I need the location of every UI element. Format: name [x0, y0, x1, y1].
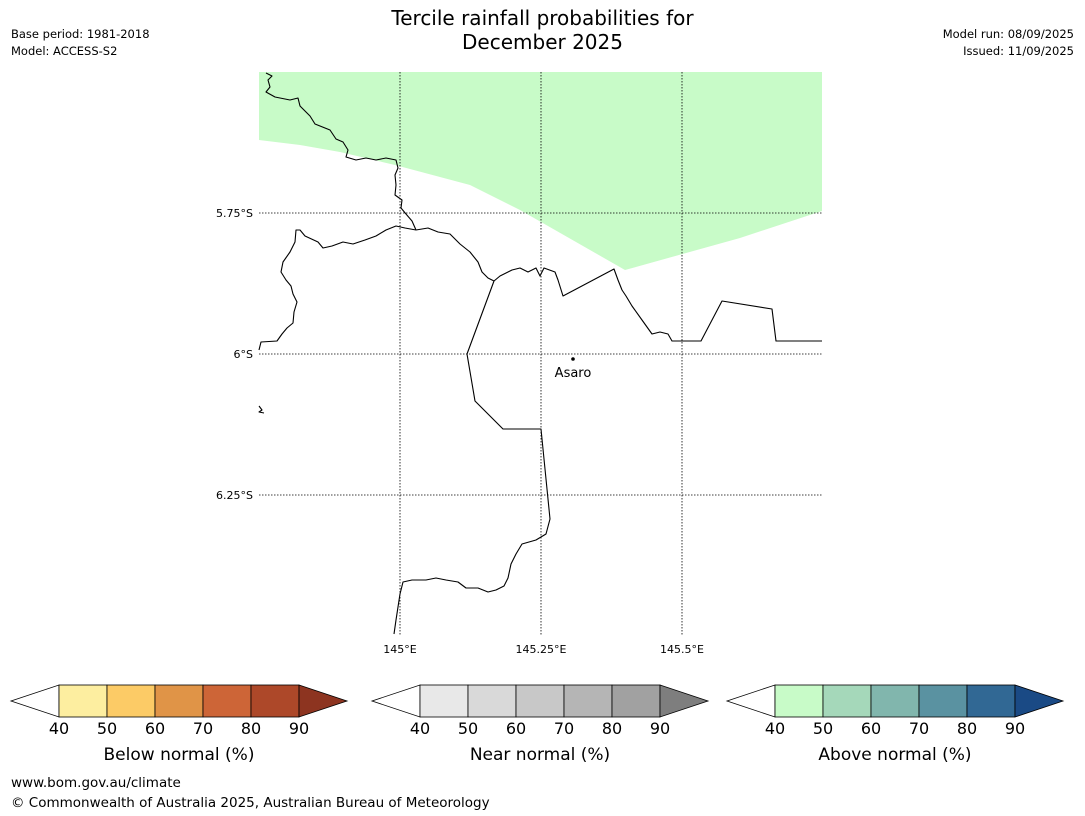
colorbar-near-seg-80-90	[611, 684, 661, 718]
colorbar-below-seg-50-60	[106, 684, 156, 718]
colorbar-below-seg-60-70	[154, 684, 204, 718]
model-text: Model: ACCESS-S2	[11, 44, 118, 58]
colorbar-near-tick: 40	[409, 719, 431, 738]
colorbar-near-normal	[370, 684, 710, 718]
colorbar-near-seg-60-70	[515, 684, 565, 718]
colorbar-above-normal	[725, 684, 1065, 718]
colorbar-above-under-arrow	[725, 684, 776, 718]
colorbar-above-seg-50-60	[822, 684, 872, 718]
colorbar-above-tick: 50	[812, 719, 834, 738]
model-run-text: Model run: 08/09/2025	[942, 27, 1074, 41]
map-title-line1: Tercile rainfall probabilities for	[391, 6, 694, 30]
colorbar-below-under-arrow	[9, 684, 60, 718]
colorbar-below-label: Below normal (%)	[103, 745, 255, 765]
colorbar-above-tick: 70	[908, 719, 930, 738]
colorbar-below-tick: 70	[192, 719, 214, 738]
map-title-line2: December 2025	[462, 30, 623, 54]
lon-label-145-25: 145.25°E	[516, 643, 567, 656]
colorbar-above-seg-40-50	[774, 684, 824, 718]
meta-left: Base period: 1981-2018 Model: ACCESS-S2	[11, 26, 150, 60]
colorbar-below-over-arrow	[298, 684, 349, 718]
colorbar-near-tick: 60	[505, 719, 527, 738]
colorbar-below-tick: 60	[144, 719, 166, 738]
boundary-central	[258, 225, 417, 351]
colorbar-near-seg-70-80	[563, 684, 613, 718]
meta-right: Model run: 08/09/2025 Issued: 11/09/2025	[943, 26, 1074, 60]
colorbar-above-seg-80-90	[966, 684, 1016, 718]
colorbar-below-tick: 40	[48, 719, 70, 738]
map-title: Tercile rainfall probabilities for Decem…	[0, 6, 1085, 54]
graticule	[259, 72, 822, 636]
lon-label-145: 145°E	[383, 643, 416, 656]
base-period-text: Base period: 1981-2018	[11, 27, 150, 41]
lat-label-5-75: 5.75°S	[216, 207, 253, 220]
asaro-marker	[571, 357, 575, 361]
colorbar-near-tick: 70	[553, 719, 575, 738]
colorbar-near-under-arrow	[370, 684, 421, 718]
coast-fragment	[258, 405, 265, 414]
issued-text: Issued: 11/09/2025	[963, 44, 1074, 58]
colorbar-below-tick: 90	[288, 719, 310, 738]
colorbar-below-tick: 80	[240, 719, 262, 738]
above-normal-shaded-region	[259, 72, 822, 270]
asaro-label: Asaro	[555, 366, 592, 381]
province-boundaries	[258, 72, 822, 635]
colorbar-near-tick: 50	[457, 719, 479, 738]
colorbar-below-seg-80-90	[250, 684, 300, 718]
boundary-north-west	[265, 72, 417, 231]
colorbar-below-tick: 50	[96, 719, 118, 738]
colorbar-below-seg-70-80	[202, 684, 252, 718]
footer-copyright: © Commonwealth of Australia 2025, Austra…	[11, 795, 490, 811]
boundary-ridge	[415, 227, 822, 342]
colorbar-above-seg-60-70	[870, 684, 920, 718]
colorbar-above-tick: 80	[956, 719, 978, 738]
colorbar-above-tick: 90	[1004, 719, 1026, 738]
colorbar-near-seg-40-50	[419, 684, 469, 718]
colorbar-near-label: Near normal (%)	[469, 745, 611, 765]
colorbar-below-normal	[9, 684, 349, 718]
colorbar-above-label: Above normal (%)	[818, 745, 972, 765]
lat-label-6-25: 6.25°S	[216, 489, 253, 502]
lon-axis-labels: 145°E 145.25°E 145.5°E	[383, 643, 704, 656]
lat-label-6: 6°S	[234, 348, 253, 361]
colorbar-above-tick: 40	[764, 719, 786, 738]
colorbar-near-seg-50-60	[467, 684, 517, 718]
boundary-south	[393, 280, 551, 635]
colorbar-near-tick: 80	[601, 719, 623, 738]
lon-label-145-5: 145.5°E	[660, 643, 704, 656]
colorbar-below-seg-40-50	[58, 684, 108, 718]
colorbar-above-seg-70-80	[918, 684, 968, 718]
footer-url[interactable]: www.bom.gov.au/climate	[11, 775, 181, 791]
lat-axis-labels: 5.75°S 6°S 6.25°S	[216, 207, 253, 502]
colorbar-near-over-arrow	[659, 684, 710, 718]
colorbar-above-over-arrow	[1014, 684, 1065, 718]
colorbar-near-tick: 90	[649, 719, 671, 738]
colorbar-above-tick: 60	[860, 719, 882, 738]
